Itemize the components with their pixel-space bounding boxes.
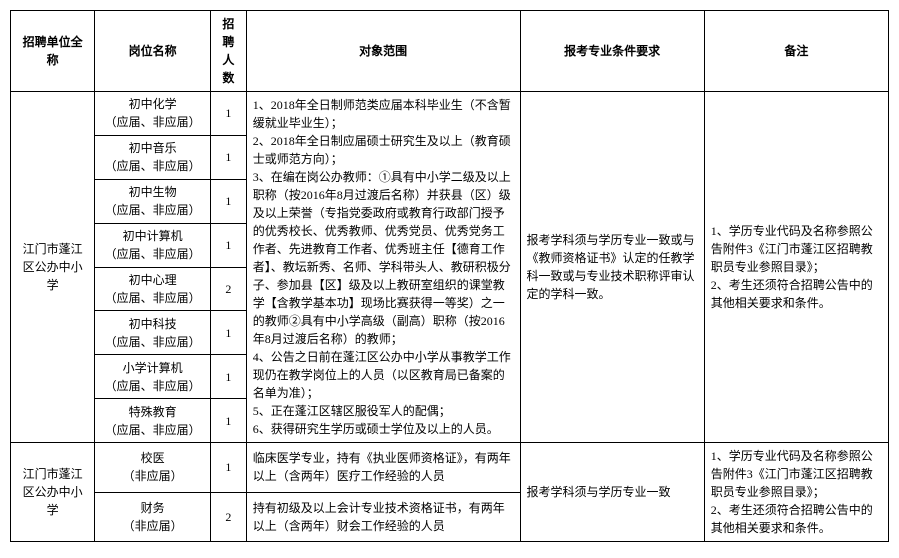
position-cell: 初中计算机（应届、非应届）	[95, 223, 211, 267]
unit-cell: 江门市蓬江区公办中小学	[11, 443, 95, 542]
count-cell: 1	[211, 311, 247, 355]
header-note: 备注	[704, 11, 888, 92]
position-cell: 初中科技（应届、非应届）	[95, 311, 211, 355]
unit-cell: 江门市蓬江区公办中小学	[11, 92, 95, 443]
count-cell: 1	[211, 443, 247, 493]
recruitment-table: 招聘单位全称 岗位名称 招聘人数 对象范围 报考专业条件要求 备注 江门市蓬江区…	[10, 10, 889, 542]
position-cell: 初中化学（应届、非应届）	[95, 92, 211, 136]
count-cell: 2	[211, 492, 247, 542]
count-cell: 1	[211, 399, 247, 443]
header-count: 招聘人数	[211, 11, 247, 92]
note-cell: 1、学历专业代码及名称参照公告附件3《江门市蓬江区招聘教职员专业参照目录》；2、…	[704, 443, 888, 542]
position-cell: 财务（非应届）	[95, 492, 211, 542]
header-unit: 招聘单位全称	[11, 11, 95, 92]
position-cell: 校医（非应届）	[95, 443, 211, 493]
requirement-cell: 报考学科须与学历专业一致或与《教师资格证书》认定的任教学科一致或与专业技术职称评…	[520, 92, 704, 443]
header-row: 招聘单位全称 岗位名称 招聘人数 对象范围 报考专业条件要求 备注	[11, 11, 889, 92]
count-cell: 2	[211, 267, 247, 311]
count-cell: 1	[211, 179, 247, 223]
position-cell: 初中心理（应届、非应届）	[95, 267, 211, 311]
count-cell: 1	[211, 135, 247, 179]
scope-cell: 1、2018年全日制师范类应届本科毕业生（不含暂缓就业毕业生）；2、2018年全…	[246, 92, 520, 443]
count-cell: 1	[211, 92, 247, 136]
table-row: 江门市蓬江区公办中小学 校医（非应届） 1 临床医学专业，持有《执业医师资格证》…	[11, 443, 889, 493]
header-position: 岗位名称	[95, 11, 211, 92]
table-row: 江门市蓬江区公办中小学 初中化学（应届、非应届） 1 1、2018年全日制师范类…	[11, 92, 889, 136]
position-cell: 特殊教育（应届、非应届）	[95, 399, 211, 443]
note-cell: 1、学历专业代码及名称参照公告附件3《江门市蓬江区招聘教职员专业参照目录》；2、…	[704, 92, 888, 443]
requirement-cell: 报考学科须与学历专业一致	[520, 443, 704, 542]
count-cell: 1	[211, 355, 247, 399]
position-cell: 初中音乐（应届、非应届）	[95, 135, 211, 179]
position-cell: 初中生物（应届、非应届）	[95, 179, 211, 223]
header-scope: 对象范围	[246, 11, 520, 92]
position-cell: 小学计算机（应届、非应届）	[95, 355, 211, 399]
header-requirement: 报考专业条件要求	[520, 11, 704, 92]
scope-cell: 持有初级及以上会计专业技术资格证书，有两年以上（含两年）财会工作经验的人员	[246, 492, 520, 542]
count-cell: 1	[211, 223, 247, 267]
scope-cell: 临床医学专业，持有《执业医师资格证》，有两年以上（含两年）医疗工作经验的人员	[246, 443, 520, 493]
